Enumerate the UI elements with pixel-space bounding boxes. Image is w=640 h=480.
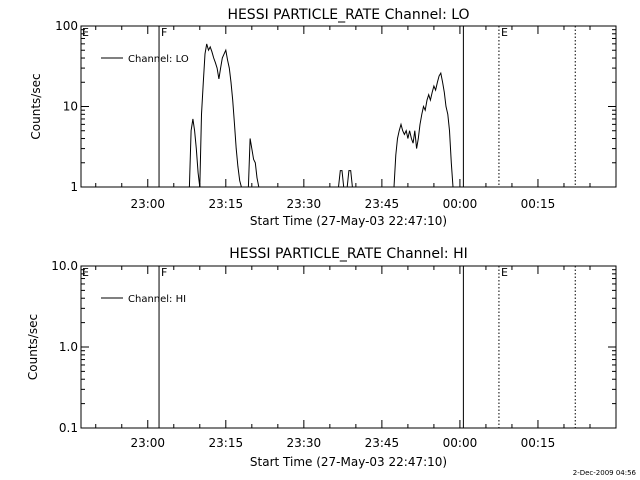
flag-marker-label: F — [161, 26, 167, 39]
hi-channel-chart: HESSI PARTICLE_RATE Channel: HI Start Tim… — [26, 246, 617, 469]
x-tick-label: 23:45 — [365, 197, 400, 211]
y-tick-label: 1 — [70, 180, 78, 194]
x-tick-label: 00:15 — [521, 436, 556, 450]
series-line — [199, 43, 242, 187]
flag-marker-label: E — [501, 266, 508, 279]
x-tick-label: 23:30 — [287, 436, 322, 450]
x-tick-label: 23:15 — [209, 436, 244, 450]
legend-label: Channel: HI — [128, 294, 186, 305]
series-line — [188, 118, 201, 187]
series-line — [247, 138, 260, 187]
x-tick-label: 23:15 — [209, 197, 244, 211]
x-axis-label: Start Time (27-May-03 22:47:10) — [250, 214, 447, 228]
y-axis-label: Counts/sec — [29, 73, 43, 139]
flag-marker-label: E — [501, 26, 508, 39]
lo-channel-chart: HESSI PARTICLE_RATE Channel: LO Start Tim… — [29, 7, 617, 228]
x-tick-label: 00:00 — [443, 436, 478, 450]
y-tick-label: 10 — [63, 100, 78, 114]
y-tick-label: 100 — [55, 19, 78, 33]
x-tick-label: 23:30 — [287, 197, 322, 211]
x-axis-label: Start Time (27-May-03 22:47:10) — [250, 455, 447, 469]
y-tick-label: 0.1 — [59, 421, 78, 435]
y-axis-label: Counts/sec — [26, 314, 40, 380]
plot-frame — [80, 25, 617, 188]
footer-timestamp: 2-Dec-2009 04:56 — [573, 469, 637, 477]
y-tick-label: 10.0 — [51, 259, 78, 273]
chart-title: HESSI PARTICLE_RATE Channel: HI — [229, 246, 467, 262]
x-tick-label: 23:00 — [130, 197, 165, 211]
series-line — [393, 71, 454, 187]
y-tick-label: 1.0 — [59, 340, 78, 354]
flag-marker-label: E — [82, 26, 89, 39]
legend-label: Channel: LO — [128, 54, 189, 65]
x-tick-label: 23:00 — [130, 436, 165, 450]
chart-title: HESSI PARTICLE_RATE Channel: LO — [227, 7, 469, 23]
flag-marker-label: F — [161, 266, 167, 279]
series-line — [346, 170, 353, 187]
x-tick-label: 00:00 — [443, 197, 478, 211]
x-tick-label: 23:45 — [365, 436, 400, 450]
series-line — [338, 170, 345, 187]
flag-marker-label: E — [82, 266, 89, 279]
plot-frame — [80, 265, 617, 429]
x-tick-label: 00:15 — [521, 197, 556, 211]
